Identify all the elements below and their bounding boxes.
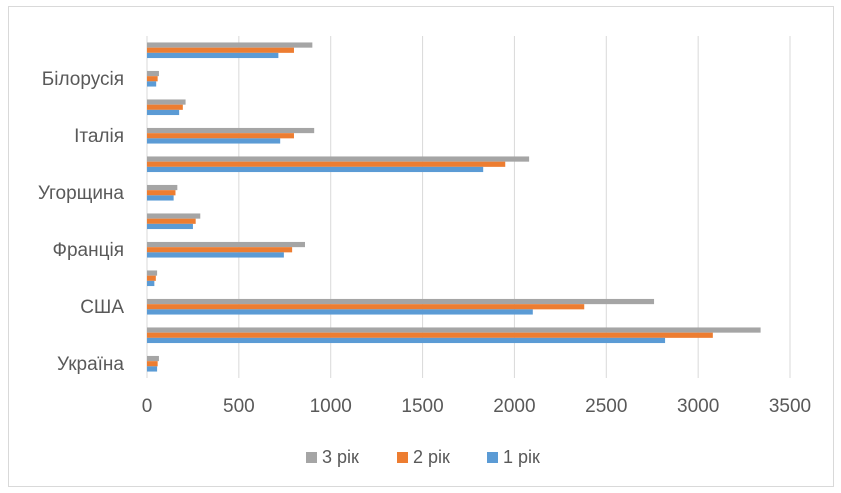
bar [147,156,530,162]
bar [147,252,284,258]
x-tick-label: 0 [142,396,153,417]
bar [147,99,186,105]
bar [147,247,293,253]
bar [147,161,506,167]
bar [147,133,294,139]
bar [147,47,294,53]
bars [147,42,761,372]
bar [147,327,761,333]
bar [147,270,158,276]
bar [147,337,666,344]
category-label: Італія [74,126,124,147]
category-label: США [80,297,124,318]
legend-swatch [397,452,408,463]
bar [147,309,533,315]
bar [147,298,655,305]
bar [147,213,201,219]
bar [147,138,281,144]
gridlines [146,36,791,378]
bar [147,218,196,224]
bar [147,241,305,248]
bar [147,280,155,287]
bar [147,109,180,116]
bar [147,304,585,310]
bar [147,42,313,48]
legend-swatch [487,452,498,463]
category-labels: Україна США Франція Угорщина Італія Білорусія [38,69,125,375]
bar [147,332,713,338]
bar [147,127,315,134]
legend-label: 1 рік [503,447,540,467]
bar [147,361,158,367]
bar [147,190,176,196]
x-tick-label: 3500 [769,396,811,417]
legend-label: 2 рік [413,447,450,467]
bar [147,275,156,281]
bar [147,166,484,173]
x-tick-label: 1000 [310,396,352,417]
bar [147,76,158,82]
bar [147,104,183,110]
bar [147,355,159,362]
x-tick-label: 3000 [677,396,719,417]
x-tick-label: 1500 [401,396,443,417]
bar [147,195,174,201]
category-label: Угорщина [38,183,125,204]
bar [147,81,157,87]
x-tick-label: 2000 [493,396,535,417]
category-label: Франція [53,240,124,261]
bar [147,184,178,191]
legend-swatch [306,452,317,463]
legend-label: 3 рік [322,447,359,467]
bar [147,223,193,230]
category-label: Білорусія [42,69,124,90]
bar [147,52,279,59]
chart-frame [8,6,834,487]
x-tick-label: 500 [223,396,255,417]
bar [147,70,159,77]
x-tick-label: 2500 [585,396,627,417]
x-tick-labels: 0 500 1000 1500 2000 2500 3000 3500 [142,396,811,417]
legend: 3 рік 2 рік 1 рік [306,447,540,467]
category-label: Україна [57,354,124,375]
bar [147,366,158,372]
